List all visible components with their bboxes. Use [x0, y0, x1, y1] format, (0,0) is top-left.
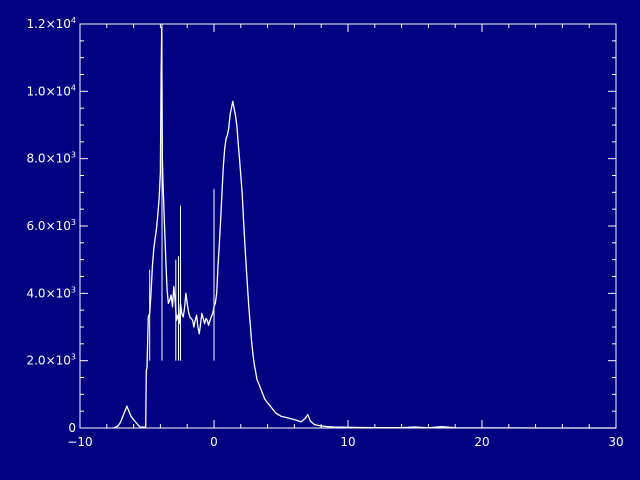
x-tick-label: 0: [210, 435, 218, 449]
y-tick-label: 4.0×103: [26, 285, 76, 300]
y-tick-label: 1.0×104: [26, 83, 76, 98]
y-tick-label: 1.2×104: [26, 16, 76, 31]
x-tick-label: 10: [340, 435, 355, 449]
x-axis-ticks: −10 0 10 20 30: [67, 24, 624, 449]
series-line: [113, 26, 616, 429]
y-tick-label: 0: [68, 421, 76, 435]
y-tick-label: 8.0×103: [26, 151, 76, 166]
x-tick-label: 30: [608, 435, 623, 449]
y-axis-ticks: 0 2.0×103 4.0×103 6.0×103 8.0×103 1.0×104 1.2×…: [26, 16, 616, 435]
x-tick-label: −10: [67, 435, 92, 449]
y-tick-label: 2.0×103: [26, 353, 76, 368]
y-tick-label: 6.0×103: [26, 218, 76, 233]
x-tick-label: 20: [474, 435, 489, 449]
data-series: [113, 24, 616, 429]
